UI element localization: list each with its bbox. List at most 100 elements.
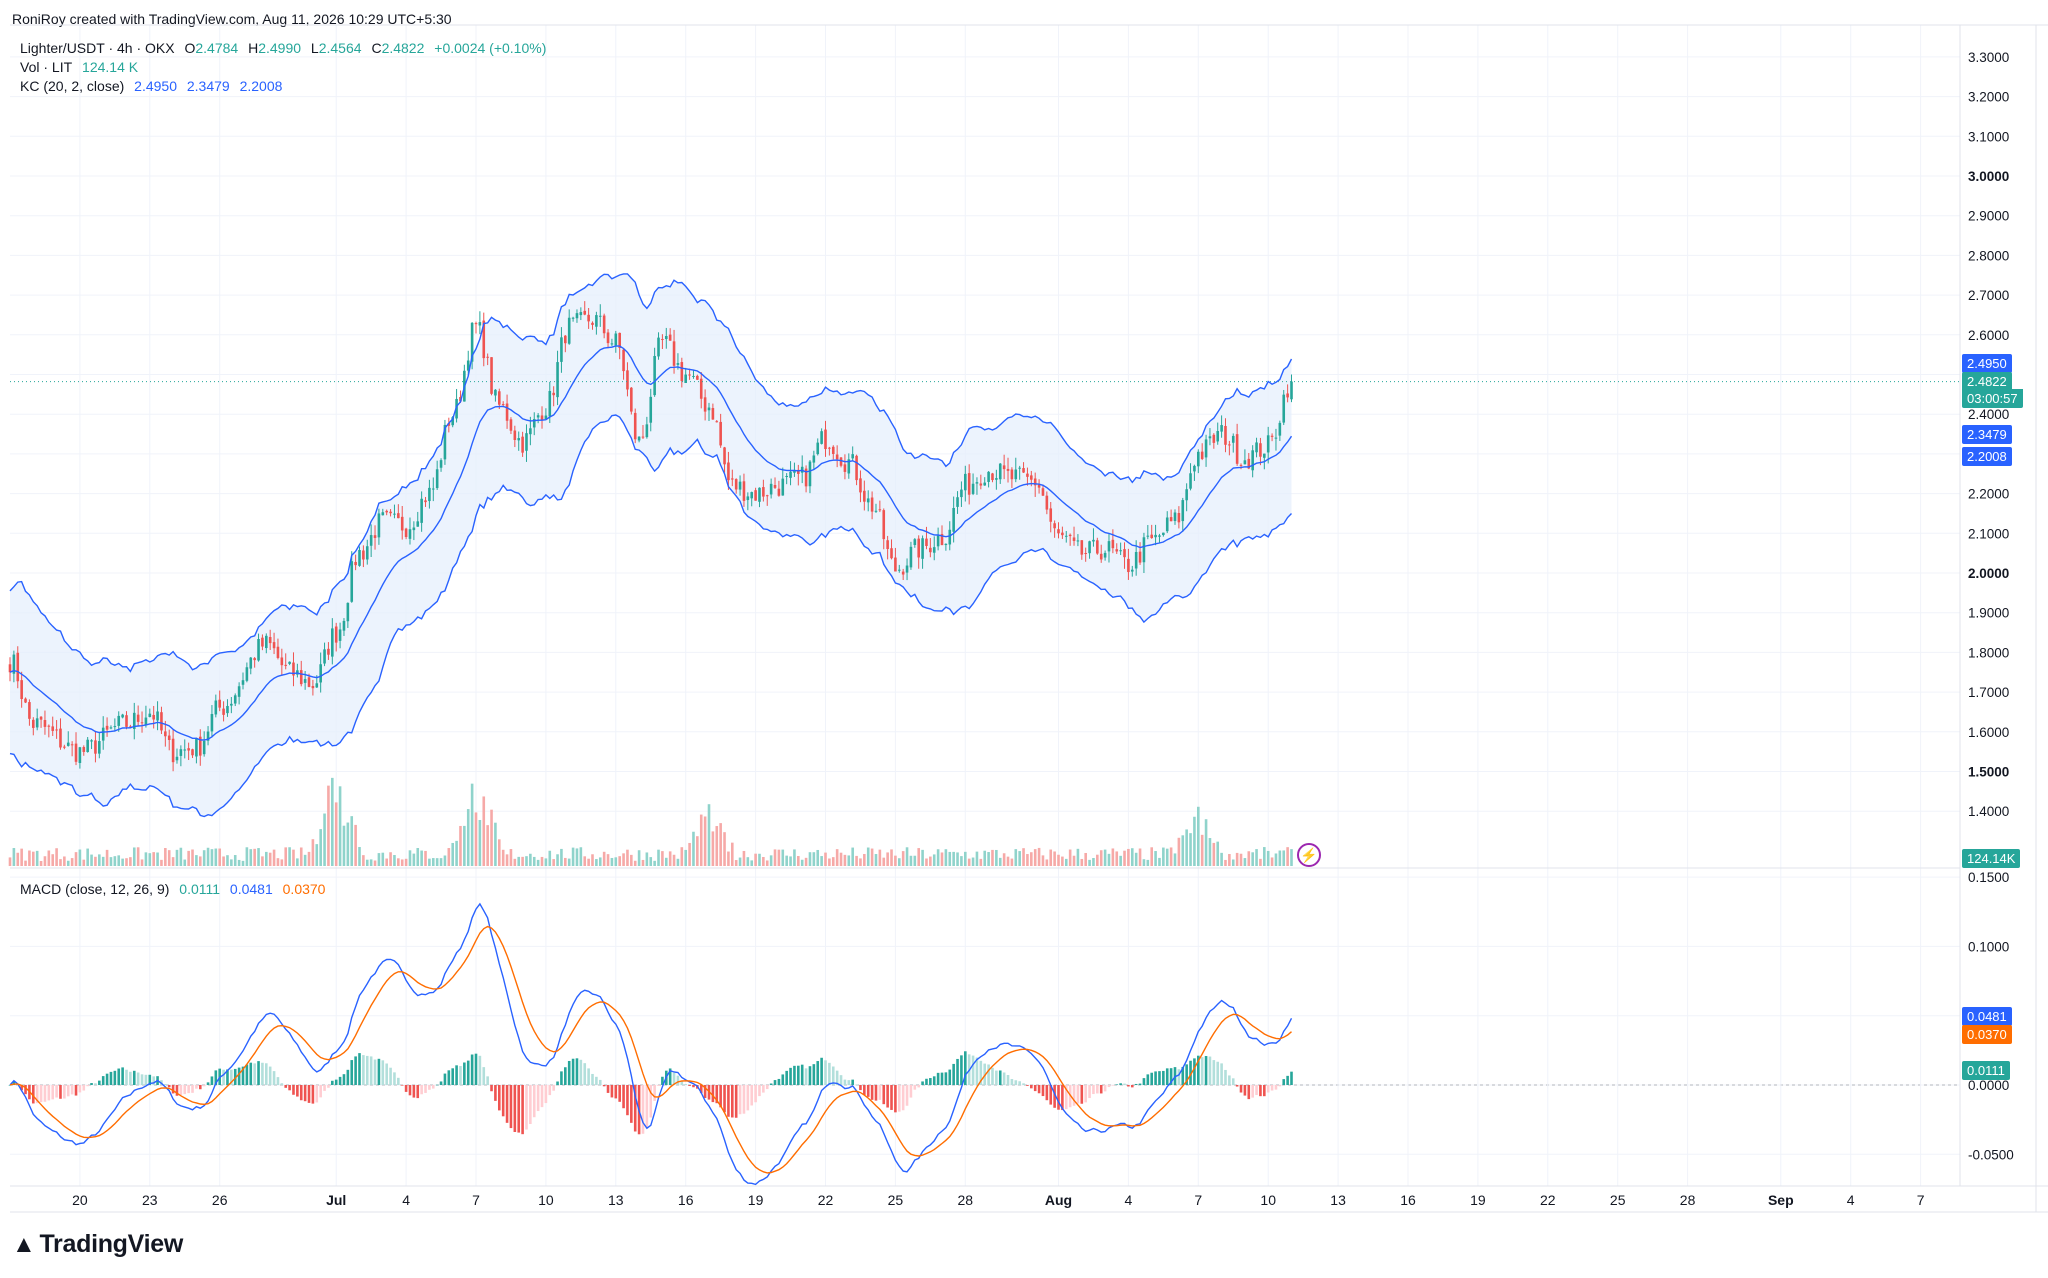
candle-body <box>431 488 435 490</box>
candle-body <box>241 680 245 685</box>
macd-histogram-bar <box>175 1085 179 1096</box>
macd-histogram-bar <box>975 1057 979 1085</box>
volume-bar <box>385 858 388 866</box>
macd-histogram-bar <box>1228 1075 1231 1085</box>
volume-bar <box>187 850 190 866</box>
macd-histogram-bar <box>494 1085 497 1101</box>
volume-bar <box>167 850 171 866</box>
volume-bar <box>649 857 653 866</box>
candle-body <box>1216 431 1220 442</box>
volume-bar <box>416 848 420 866</box>
price-tick-label: 2.8000 <box>1968 248 2009 263</box>
candle-body <box>354 561 357 566</box>
macd-histogram-bar <box>575 1058 579 1085</box>
volume-bar <box>975 851 979 866</box>
macd-histogram-bar <box>39 1085 43 1103</box>
lightning-icon[interactable]: ⚡ <box>1297 843 1321 867</box>
volume-bar <box>101 856 105 866</box>
volume-bar <box>331 777 334 866</box>
price-legend: Lighter/USDT · 4h · OKX O2.4784 H2.4990 … <box>20 40 552 56</box>
kc-upper-line <box>9 273 1293 673</box>
volume-bar <box>86 848 89 866</box>
candle-body <box>1189 473 1192 489</box>
candle-body <box>936 535 940 547</box>
volume-bar <box>664 857 668 866</box>
kc-label[interactable]: KC (20, 2, close) <box>20 78 125 94</box>
macd-histogram-bar <box>513 1085 517 1132</box>
candle-body <box>998 463 1002 480</box>
macd-histogram-bar <box>932 1076 936 1085</box>
candlesticks <box>8 301 1960 772</box>
macd-histogram-bar <box>1200 1057 1204 1085</box>
candle-body <box>1072 537 1076 541</box>
volume-bar <box>800 859 804 866</box>
volume-bar <box>971 857 975 866</box>
candle-body <box>276 646 280 658</box>
macd-histogram-bar <box>866 1085 870 1097</box>
macd-histogram-bar <box>253 1063 256 1085</box>
volume-bar <box>1200 834 1204 866</box>
candle-body <box>1041 488 1045 496</box>
candle-body <box>707 407 711 411</box>
macd-histogram-bar <box>447 1070 451 1085</box>
macd-histogram-bar <box>1263 1085 1266 1097</box>
macd-histogram-bar <box>598 1079 602 1085</box>
volume-bar <box>47 850 51 866</box>
macd-histogram-bar <box>971 1055 975 1085</box>
volume-bar <box>758 853 761 866</box>
macd-label[interactable]: MACD (close, 12, 26, 9) <box>20 881 170 897</box>
candle-body <box>513 430 517 440</box>
candle-body <box>870 497 874 512</box>
volume-bar <box>1103 849 1107 866</box>
candle-body <box>661 339 664 341</box>
candle-body <box>812 455 816 463</box>
date-tick-label: 16 <box>678 1192 694 1208</box>
kc-mid-price-tag: 2.3479 <box>1962 425 2012 444</box>
candle-body <box>944 543 948 546</box>
macd-histogram-bar <box>532 1085 536 1118</box>
macd-histogram-bar <box>408 1085 412 1096</box>
macd-histogram-bar <box>1220 1063 1223 1085</box>
volume-bar <box>897 858 901 866</box>
macd-histogram-bar <box>377 1058 381 1085</box>
candle-body <box>1278 422 1282 436</box>
candle-body <box>1263 453 1266 458</box>
macd-histogram-bar <box>136 1072 140 1085</box>
volume-bar <box>956 852 959 866</box>
volume-label[interactable]: Vol · LIT <box>20 59 73 75</box>
candle-body <box>711 408 715 420</box>
candle-body <box>991 473 994 481</box>
volume-bar <box>1134 852 1138 866</box>
volume-bar <box>152 852 155 866</box>
tradingview-logo[interactable]: ▲ TradingView <box>12 1230 183 1259</box>
macd-histogram-bar <box>455 1065 458 1085</box>
volume-legend: Vol · LIT 124.14 K <box>20 59 144 75</box>
volume-bar <box>754 853 757 866</box>
volume-bar <box>373 860 377 866</box>
candle-body <box>1049 508 1053 522</box>
candle-body <box>1033 478 1037 486</box>
volume-bar <box>43 856 47 866</box>
macd-histogram-bar <box>909 1085 913 1098</box>
candle-body <box>1200 451 1204 459</box>
macd-histogram-bar <box>400 1085 404 1086</box>
candle-body <box>59 728 62 748</box>
macd-tick-label: 0.1000 <box>1968 939 2009 954</box>
macd-histogram-bar <box>389 1067 392 1085</box>
volume-bar <box>676 858 680 866</box>
candle-body <box>525 433 528 451</box>
volume-bar <box>769 855 773 866</box>
macd-histogram-bar <box>633 1085 637 1132</box>
volume-bar <box>424 850 427 866</box>
candle-body <box>731 478 734 480</box>
volume-bar <box>1216 841 1220 866</box>
candle-body <box>164 731 167 737</box>
macd-histogram-bar <box>742 1085 746 1114</box>
macd-histogram-bar <box>1274 1085 1278 1090</box>
candle-body <box>1092 539 1095 542</box>
candle-body <box>408 529 412 539</box>
macd-histogram-bar <box>470 1054 474 1085</box>
candle-body <box>575 313 579 319</box>
symbol-label[interactable]: Lighter/USDT · 4h · OKX <box>20 40 175 56</box>
